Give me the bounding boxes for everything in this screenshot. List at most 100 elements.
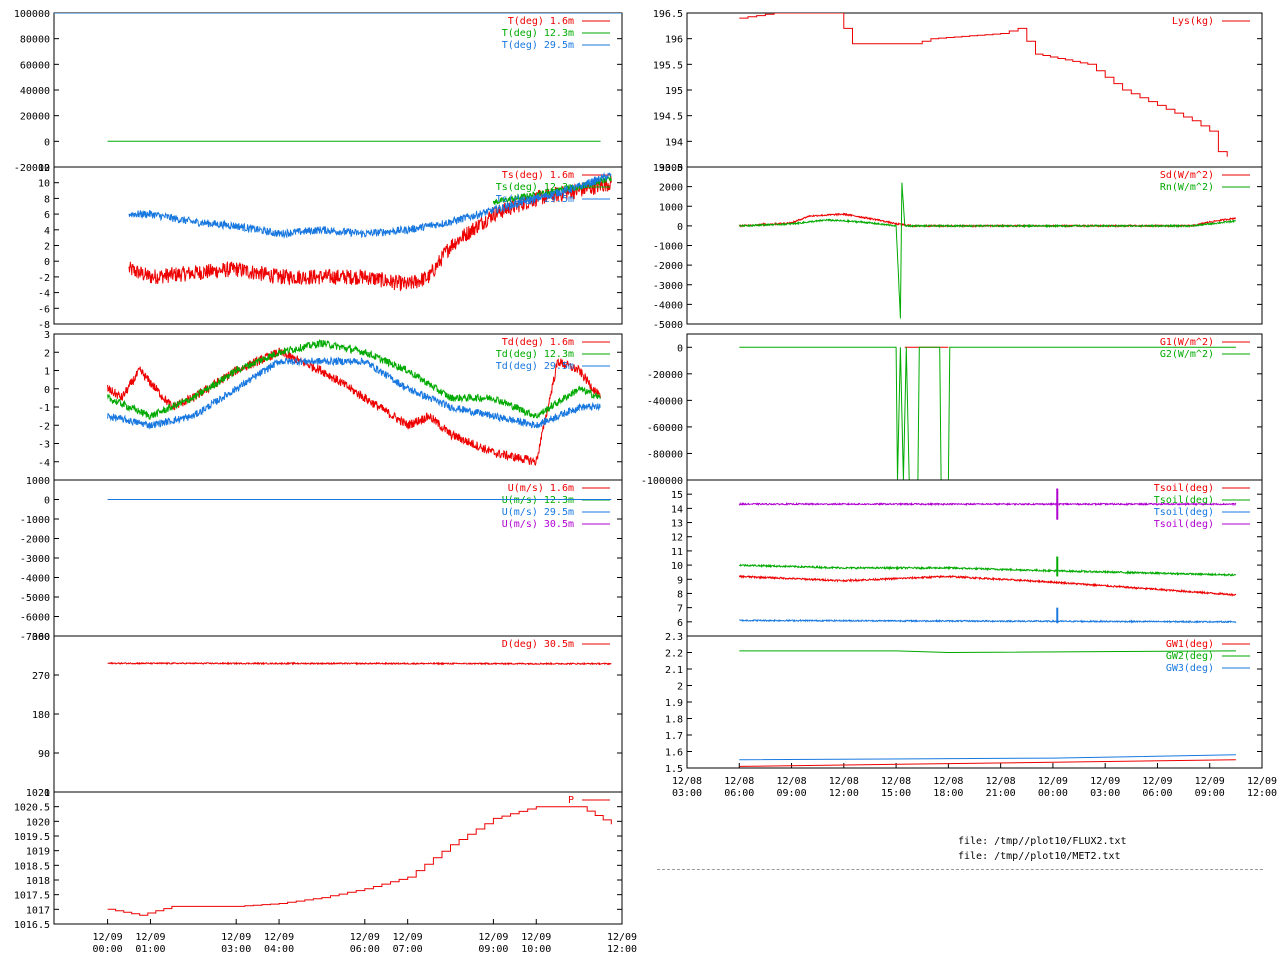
y-tick-label: 194.5 — [653, 112, 683, 123]
y-tick-label: 196 — [665, 35, 683, 46]
y-tick-label: 60000 — [20, 60, 50, 71]
plot-groundwater: 2.32.22.121.91.81.71.61.512/0803:0012/08… — [665, 632, 1277, 799]
series-line — [739, 759, 1236, 767]
y-tick-label: -7000 — [20, 632, 50, 643]
plot-wind-direction: 360 270 180 90 0 D(deg) 30.5m — [32, 632, 623, 799]
series-line — [738, 574, 1237, 597]
y-tick-label: -100000 — [641, 476, 683, 487]
y-tick-label: 6 — [44, 210, 50, 221]
legend-label: Lys(kg) — [1172, 16, 1214, 27]
legend-label: T(deg) 1.6m — [508, 16, 574, 27]
x-tick-label: 12/09 — [1090, 776, 1120, 787]
plot-pressure: 1021 1020.5 1020 1019.5 1019 1018.5 1018 1017.5… — [14, 788, 637, 955]
x-tick-label: 12/09 — [478, 932, 508, 943]
legend-label: T(deg) 12.3m — [502, 28, 574, 39]
legend-label: U(m/s) 30.5m — [502, 519, 574, 530]
x-tick-label: 12/08 — [881, 776, 911, 787]
y-tick-label: -4 — [38, 458, 50, 469]
y-tick-label: -2 — [38, 421, 50, 432]
y-tick-label: -5000 — [20, 593, 50, 604]
y-tick-label: -8 — [38, 320, 50, 331]
x-tick-label: 06:00 — [350, 944, 380, 955]
series-line — [107, 338, 601, 420]
x-tick-label: 12/08 — [776, 776, 806, 787]
x-tick-label: 12/08 — [829, 776, 859, 787]
y-tick-label: 1 — [44, 367, 50, 378]
x-tick-label: 09:00 — [478, 944, 508, 955]
x-tick-label: 12/09 — [1195, 776, 1225, 787]
y-tick-label: 1.6 — [665, 748, 683, 759]
y-tick-label: -3000 — [653, 281, 683, 292]
y-tick-label: 270 — [32, 671, 50, 682]
y-tick-label: 0 — [44, 788, 50, 799]
y-tick-label: -40000 — [647, 396, 683, 407]
y-tick-label: 90 — [38, 749, 50, 760]
x-tick-label: 12:00 — [829, 788, 859, 799]
y-tick-label: -6000 — [20, 613, 50, 624]
y-tick-label: -4000 — [653, 300, 683, 311]
y-tick-label: 360 — [32, 632, 50, 643]
plot-frame — [53, 791, 623, 925]
y-tick-label: 15 — [671, 490, 683, 501]
y-tick-label: 0 — [44, 137, 50, 148]
y-tick-label: -60000 — [647, 423, 683, 434]
y-tick-label: 2.3 — [665, 632, 683, 643]
y-tick-label: -3000 — [20, 554, 50, 565]
y-tick-label: 6 — [677, 618, 683, 629]
y-tick-label: -5000 — [653, 320, 683, 331]
y-tick-label: 2 — [677, 682, 683, 693]
legend-label: GW1(deg) — [1166, 639, 1214, 650]
series-line — [107, 806, 612, 916]
y-tick-label: 0 — [677, 343, 683, 354]
y-tick-label: 20000 — [20, 112, 50, 123]
legend-label: Rn(W/m^2) — [1160, 182, 1214, 193]
x-tick-label: 12/08 — [672, 776, 702, 787]
y-tick-label: 194 — [665, 137, 683, 148]
x-tick-label: 12/09 — [607, 932, 637, 943]
legend-label: Ts(deg) 1.6m — [502, 170, 574, 181]
y-tick-label: -1000 — [20, 515, 50, 526]
x-tick-label: 12/09 — [135, 932, 165, 943]
x-tick-label: 12/08 — [986, 776, 1016, 787]
y-tick-label: -20000 — [647, 370, 683, 381]
legend-label: G2(W/m^2) — [1160, 349, 1214, 360]
legend-label: Sd(W/m^2) — [1160, 170, 1214, 181]
y-tick-label: -4000 — [20, 574, 50, 585]
y-tick-label: 14 — [671, 504, 683, 515]
y-tick-label: 0 — [44, 496, 50, 507]
legend-label: U(m/s) 1.6m — [508, 483, 574, 494]
x-tick-label: 12/08 — [933, 776, 963, 787]
legend-label: G1(W/m^2) — [1160, 337, 1214, 348]
y-tick-label: 13 — [671, 519, 683, 530]
y-tick-label: 195.5 — [653, 60, 683, 71]
legend-label: Td(deg) 12.3m — [496, 349, 574, 360]
x-tick-label: 12/09 — [93, 932, 123, 943]
x-tick-label: 00:00 — [93, 944, 123, 955]
y-tick-label: 1017 — [26, 905, 50, 916]
y-tick-label: 10 — [671, 561, 683, 572]
plot-temperature: 100000 80000 60000 40000 20000 0 -20000 T(deg) … — [14, 9, 623, 174]
y-tick-label: 12 — [671, 533, 683, 544]
series-line — [128, 171, 612, 239]
series-line — [107, 356, 601, 430]
x-tick-label: 18:00 — [933, 788, 963, 799]
x-tick-label: 12/09 — [1038, 776, 1068, 787]
x-tick-label: 12/09 — [264, 932, 294, 943]
y-tick-label: 2.2 — [665, 649, 683, 660]
y-tick-label: 100000 — [14, 9, 50, 20]
file-name: file: /tmp//plot10/MET2.txt — [958, 851, 1121, 862]
x-tick-label: 12/09 — [221, 932, 251, 943]
y-tick-label: 1.9 — [665, 698, 683, 709]
y-tick-label: 0 — [44, 385, 50, 396]
x-tick-label: 06:00 — [724, 788, 754, 799]
x-tick-label: 07:00 — [393, 944, 423, 955]
y-tick-label: 1020 — [26, 817, 50, 828]
y-tick-label: -80000 — [647, 449, 683, 460]
y-tick-label: 1021 — [26, 788, 50, 799]
y-tick-label: -4 — [38, 289, 50, 300]
y-tick-label: 11 — [671, 547, 683, 558]
x-tick-label: 01:00 — [135, 944, 165, 955]
